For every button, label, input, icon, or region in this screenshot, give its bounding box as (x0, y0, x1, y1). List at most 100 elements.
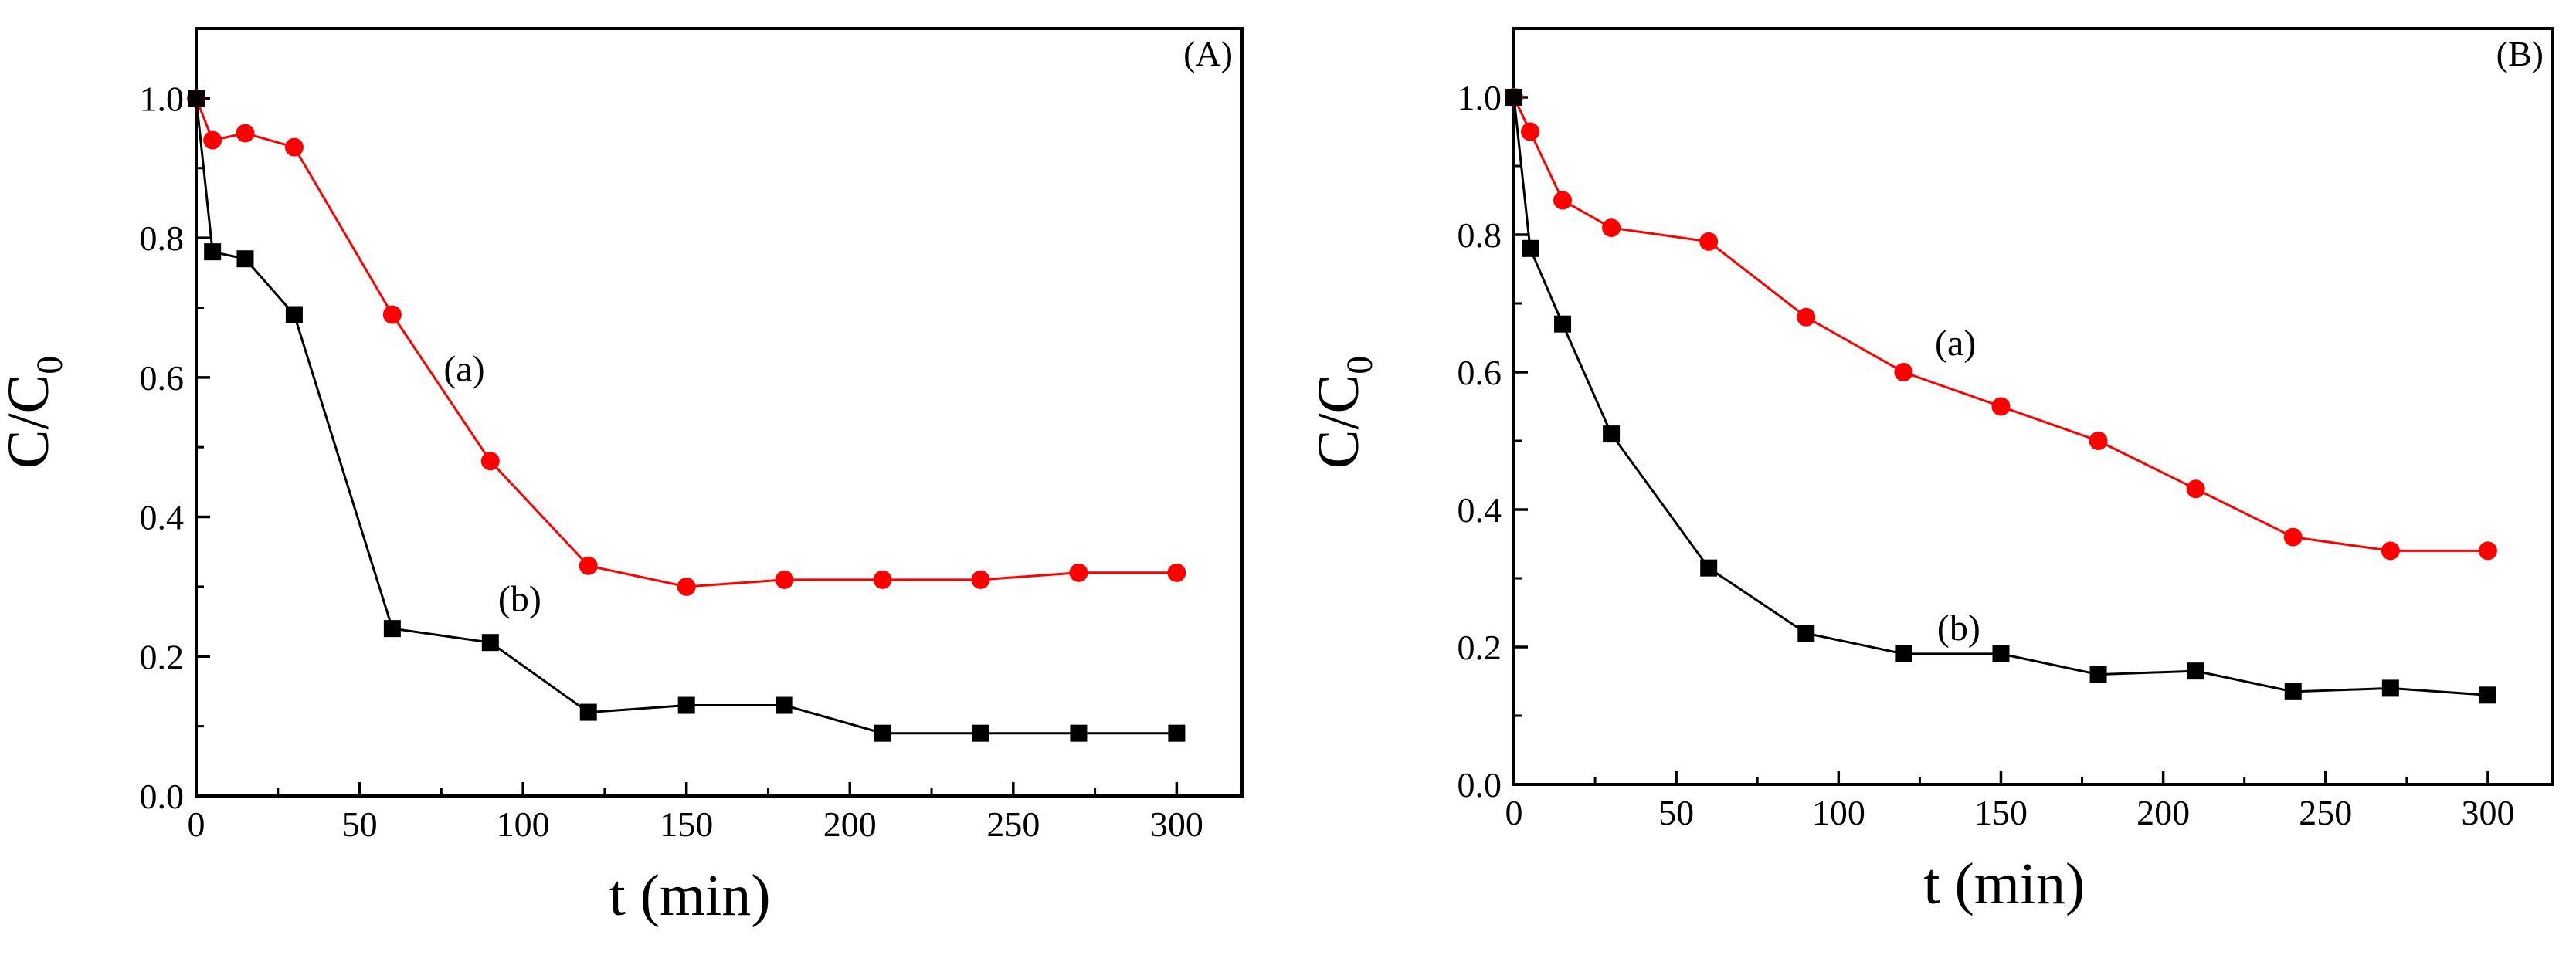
data-point (2284, 683, 2302, 700)
data-point (236, 250, 254, 268)
data-point (204, 243, 222, 261)
series-a (1505, 88, 2497, 561)
plot-frame (195, 27, 1244, 798)
data-point (1797, 307, 1816, 327)
y-axis-title: C/C0 (1306, 356, 1380, 469)
data-point (2381, 541, 2400, 561)
data-point (1554, 315, 1572, 333)
data-point (284, 137, 304, 157)
y-axis-title-subscript: 0 (1339, 356, 1380, 374)
y-tick-label: 0.6 (1458, 353, 1502, 392)
data-point (1602, 218, 1621, 238)
y-tick-label: 0.0 (1458, 765, 1502, 804)
x-tick-label: 300 (1150, 804, 1203, 844)
y-tick-label: 0.6 (140, 358, 185, 398)
data-point (1992, 645, 2010, 662)
series-a (187, 89, 1186, 596)
y-axis-title: C/C0 (0, 356, 70, 469)
data-point (972, 724, 989, 742)
data-point (285, 306, 303, 323)
x-tick-label: 150 (1974, 793, 2028, 832)
data-point (1797, 625, 1815, 642)
data-point (236, 124, 255, 143)
data-point (1553, 191, 1573, 210)
data-point (1700, 559, 1718, 577)
y-tick-label: 0.0 (140, 777, 185, 816)
data-point (971, 570, 990, 589)
x-tick-label: 100 (497, 804, 550, 844)
y-tick-label: 0.8 (140, 218, 185, 258)
data-point (1168, 724, 1186, 742)
x-tick-label: 250 (986, 804, 1040, 844)
data-point (1521, 122, 1540, 141)
data-point (1699, 232, 1719, 251)
y-tick-label: 1.0 (1458, 78, 1502, 117)
x-tick-label: 100 (1812, 793, 1865, 832)
data-point (203, 130, 222, 150)
data-point (188, 90, 205, 107)
series-label: (a) (443, 348, 484, 389)
x-tick-label: 0 (1505, 793, 1523, 832)
y-tick-label: 0.2 (140, 637, 185, 676)
data-point (2187, 662, 2204, 680)
x-tick-label: 0 (188, 804, 205, 844)
plot-frame (1512, 27, 2554, 786)
series-label: (b) (498, 579, 541, 620)
series-b (188, 90, 1186, 742)
series-line (1512, 97, 2489, 696)
panel-label: (A) (1183, 34, 1233, 73)
data-point (1522, 239, 1539, 257)
data-point (1991, 397, 2011, 416)
data-point (1894, 363, 1913, 381)
data-point (1069, 563, 1088, 582)
x-tick-label: 200 (2136, 793, 2190, 832)
data-point (2089, 432, 2108, 450)
y-tick-label: 0.4 (1458, 490, 1502, 530)
data-point (2283, 527, 2303, 547)
data-point (2089, 666, 2107, 683)
x-tick-label: 150 (660, 804, 713, 844)
y-axis-title-main: C/C (1306, 374, 1371, 469)
data-point (2478, 541, 2497, 561)
data-point (2186, 479, 2205, 499)
data-point (481, 634, 499, 652)
series-line (195, 97, 1177, 588)
data-point (1070, 724, 1088, 742)
x-axis-title: t (min) (609, 863, 771, 928)
panel-b: 0 50 100 150 200 250 300 0.0 0.2 0.4 0.6 0.8 1.0 t (m… (1306, 27, 2554, 916)
data-point (874, 724, 891, 742)
data-point (1167, 563, 1186, 582)
series-b (1505, 89, 2496, 704)
data-point (776, 696, 793, 714)
y-tick-label: 0.8 (1458, 215, 1502, 255)
data-point (873, 570, 892, 589)
data-point (1505, 89, 1522, 106)
x-axis-title: t (min) (1923, 852, 2085, 916)
series-label: (a) (1935, 323, 1976, 364)
data-point (1603, 425, 1621, 443)
y-tick-label: 0.2 (1458, 628, 1502, 667)
data-point (579, 703, 597, 721)
data-point (2479, 686, 2496, 704)
data-point (1895, 645, 1912, 662)
data-point (2381, 679, 2399, 697)
data-point (480, 452, 500, 471)
data-point (383, 620, 401, 638)
x-tick-label: 250 (2299, 793, 2352, 832)
x-tick-label: 50 (1658, 793, 1694, 832)
x-tick-label: 300 (2461, 793, 2514, 832)
x-tick-label: 200 (823, 804, 877, 844)
y-tick-label: 1.0 (140, 79, 185, 118)
data-point (579, 556, 598, 575)
x-tick-label: 50 (342, 804, 378, 844)
series-line (195, 98, 1177, 735)
series-line (1512, 97, 2488, 552)
y-tick-label: 0.4 (140, 498, 185, 537)
panel-a: 0 50 100 150 200 250 300 0.0 0.2 0.4 0.6 0.8 1.0 t (m… (0, 27, 1244, 928)
y-axis-title-main: C/C (0, 374, 61, 469)
data-point (775, 570, 794, 589)
data-point (382, 305, 402, 324)
panel-label: (B) (2496, 34, 2544, 73)
data-point (677, 577, 696, 596)
